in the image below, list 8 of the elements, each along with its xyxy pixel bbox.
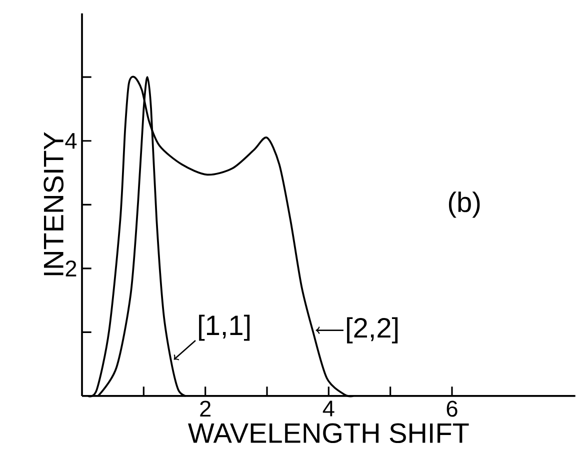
y-axis-title: INTENSITY — [44, 132, 64, 276]
x-tick-label: 2 — [200, 400, 210, 417]
series-label: [1,1] — [199, 314, 250, 341]
annotation: (b) — [448, 192, 480, 218]
x-tick-label: 4 — [322, 400, 334, 416]
legend-label: [2,2] — [347, 317, 398, 344]
x-axis-title: WAVELENGTH SHIFT — [188, 423, 469, 444]
x-tick-label: 6 — [446, 400, 458, 417]
